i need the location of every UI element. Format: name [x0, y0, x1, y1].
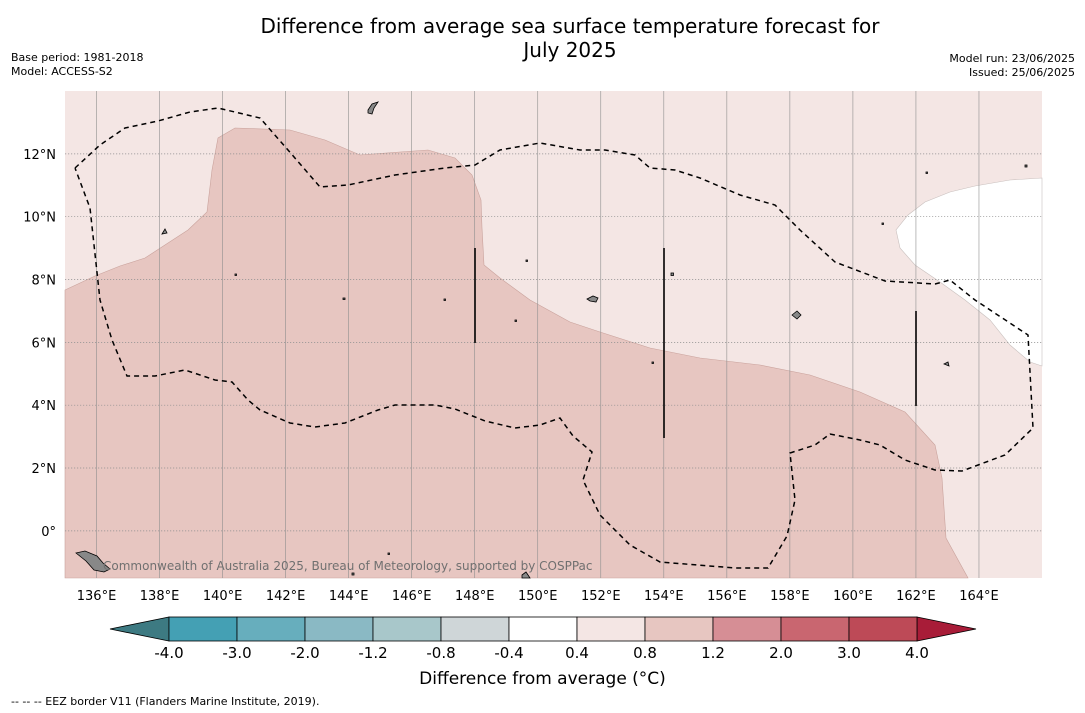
colorbar-tick-label: 4.0: [905, 644, 929, 662]
colorbar-tick-label: 0.4: [565, 644, 589, 662]
model-run: Model run: 23/06/2025: [949, 52, 1075, 65]
colorbar-tick-label: 3.0: [837, 644, 861, 662]
lon-tick-label: 154°E: [644, 589, 684, 604]
title-line-2: July 2025: [523, 38, 617, 62]
warm-anomaly-region: [64, 127, 969, 579]
colorbar-over-arrow: [916, 616, 977, 642]
eez-border-west: [74, 107, 1034, 569]
lon-tick-label: 158°E: [770, 589, 810, 604]
lon-tick-label: 144°E: [329, 589, 369, 604]
lon-tick-label: 162°E: [896, 589, 936, 604]
title-line-1: Difference from average sea surface temp…: [260, 14, 880, 38]
island-atoll-12: [351, 572, 355, 576]
lon-tick-label: 136°E: [77, 589, 117, 604]
lat-tick-label: 10°N: [23, 211, 56, 226]
colorbar-box: [168, 616, 238, 642]
lon-tick-label: 160°E: [833, 589, 873, 604]
island-atoll-11: [387, 552, 390, 555]
island-atoll-5: [525, 259, 528, 262]
lat-tick-label: 2°N: [32, 462, 57, 477]
lat-tick-label: 0°: [41, 525, 56, 540]
colorbar-ticks: -4.0 -3.0 -2.0 -1.2 -0.8 -0.4 0.4 0.8 1.2 2.0 3.0 4…: [154, 644, 929, 662]
map-panel: Commonwealth of Australia 2025, Bureau o…: [64, 91, 1043, 579]
lat-tick-label: 4°N: [32, 399, 57, 414]
lon-tick-label: 150°E: [518, 589, 558, 604]
graticule: [65, 91, 1042, 578]
lat-tick-label: 6°N: [32, 336, 57, 351]
island-atoll-3: [342, 297, 346, 300]
island-chuuk: [586, 295, 599, 303]
colorbar-box: [508, 616, 578, 642]
island-atoll-2: [234, 273, 237, 276]
colorbar-box: [712, 616, 782, 642]
island-yap: [161, 228, 168, 235]
island-guam: [367, 101, 379, 115]
lon-tick-label: 146°E: [392, 589, 432, 604]
base-period: Base period: 1981-2018: [11, 51, 144, 64]
island-atoll-1: [670, 272, 674, 276]
island-manus: [521, 571, 531, 579]
colorbar-boxes: [168, 616, 918, 642]
colorbar-box: [780, 616, 850, 642]
eez-footnote: -- -- -- EEZ border V11 (Flanders Marine…: [11, 695, 320, 708]
colorbar-tick-label: -0.4: [494, 644, 523, 662]
island-atoll-6: [514, 319, 517, 322]
issued-date: Issued: 25/06/2025: [968, 66, 1075, 79]
latitude-labels: 12°N 10°N 8°N 6°N 4°N 2°N 0°: [23, 148, 56, 540]
colorbar-box: [576, 616, 646, 642]
colorbar-box: [440, 616, 510, 642]
colorbar-box: [304, 616, 374, 642]
model-name: Model: ACCESS-S2: [11, 65, 113, 78]
colorbar-tick-label: 2.0: [769, 644, 793, 662]
island-kosrae: [943, 361, 950, 367]
colorbar-tick-label: -0.8: [426, 644, 455, 662]
lon-tick-label: 140°E: [203, 589, 243, 604]
colorbar-box: [236, 616, 306, 642]
island-pohnpei: [791, 310, 802, 320]
islands: [75, 101, 1028, 579]
colorbar-tick-label: 0.8: [633, 644, 657, 662]
colorbar-tick-label: -3.0: [222, 644, 251, 662]
colorbar-tick-label: -4.0: [154, 644, 183, 662]
island-atoll-9: [925, 171, 928, 174]
lon-tick-label: 142°E: [266, 589, 306, 604]
neutral-region: [895, 177, 1043, 367]
island-new-guinea: [75, 550, 111, 573]
lon-tick-label: 156°E: [707, 589, 747, 604]
map-title: Difference from average sea surface temp…: [200, 14, 940, 62]
island-atoll-8: [881, 222, 884, 225]
colorbar-tick-label: -1.2: [358, 644, 387, 662]
colorbar-tick-label: 1.2: [701, 644, 725, 662]
colorbar: -4.0 -3.0 -2.0 -1.2 -0.8 -0.4 0.4 0.8 1.2 2.0 3.0 4…: [109, 616, 977, 662]
colorbar-label: Difference from average (°C): [419, 669, 666, 689]
island-atoll-7: [651, 361, 654, 364]
lon-tick-label: 164°E: [959, 589, 999, 604]
copyright-notice: Commonwealth of Australia 2025, Bureau o…: [103, 559, 593, 573]
lat-tick-label: 8°N: [32, 274, 57, 289]
island-atoll-10: [1024, 164, 1028, 168]
lon-tick-label: 148°E: [455, 589, 495, 604]
island-atoll-4: [443, 298, 446, 301]
colorbar-under-arrow: [109, 616, 170, 642]
meta-right: Model run: 23/06/2025 Issued: 25/06/2025: [949, 52, 1075, 80]
colorbar-box: [644, 616, 714, 642]
colorbar-box: [372, 616, 442, 642]
lon-tick-label: 152°E: [581, 589, 621, 604]
colorbar-box: [848, 616, 918, 642]
longitude-labels: 136°E 138°E 140°E 142°E 144°E 146°E 148°E 150°E…: [77, 589, 999, 604]
colorbar-tick-label: -2.0: [290, 644, 319, 662]
lon-tick-label: 138°E: [140, 589, 180, 604]
lat-tick-label: 12°N: [23, 148, 56, 163]
meta-left: Base period: 1981-2018 Model: ACCESS-S2: [11, 51, 143, 79]
